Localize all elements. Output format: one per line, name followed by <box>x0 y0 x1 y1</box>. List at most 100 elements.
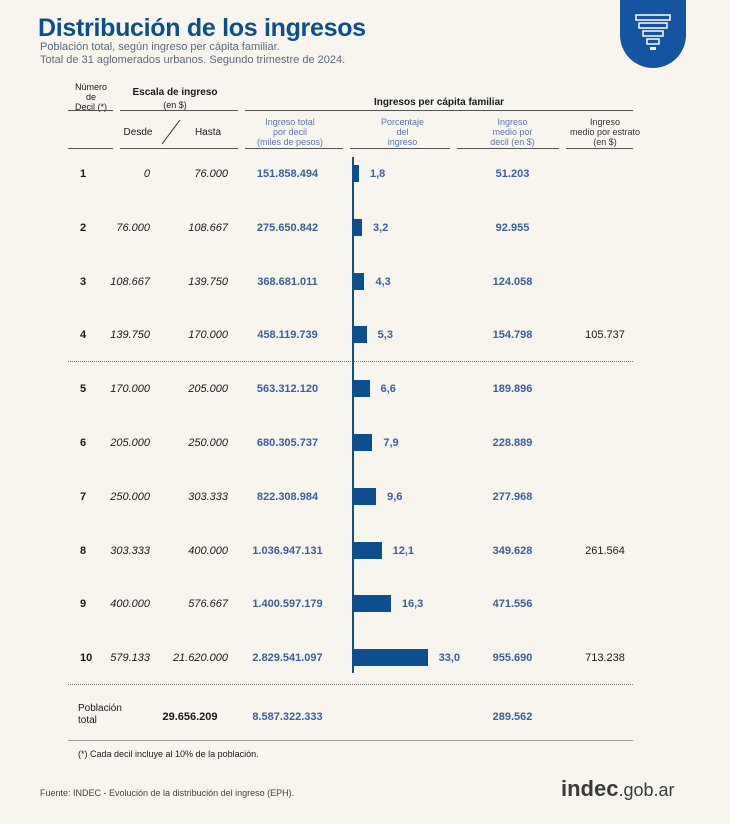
brand-main: indec <box>561 776 619 801</box>
pct-bar <box>353 488 377 505</box>
header-estrato-line2: medio por estrato <box>569 127 641 137</box>
row-decil: 3 <box>80 276 87 288</box>
row-ingreso-total: 680.305.737 <box>256 437 319 449</box>
row-desde: 303.333 <box>110 545 150 557</box>
header-decil-line1: Número <box>74 82 107 92</box>
header-pct-line3: ingreso <box>387 137 418 147</box>
subheader-rule-escala <box>120 148 238 149</box>
row-decil: 6 <box>80 437 87 449</box>
header-estrato-line1: Ingreso <box>589 117 621 127</box>
row-hasta: 139.750 <box>188 276 228 288</box>
row-ingreso-total: 1.036.947.131 <box>252 545 323 557</box>
row-ingreso-medio: 228.889 <box>492 437 533 449</box>
row-hasta: 303.333 <box>188 491 228 503</box>
header-total-line3: (miles de pesos) <box>256 137 324 147</box>
pct-bar <box>353 434 373 451</box>
row-pct-label: 5,3 <box>377 329 393 341</box>
header-medio-line2: medio por <box>492 127 533 137</box>
row-ingreso-total: 2.829.541.097 <box>252 652 323 664</box>
row-decil: 2 <box>80 222 87 234</box>
row-ingreso-total: 275.650.842 <box>256 222 319 234</box>
header-total-line2: por decil <box>272 127 308 137</box>
row-pct-label: 7,9 <box>383 437 399 449</box>
row-hasta: 250.000 <box>188 437 228 449</box>
header-pct-line1: Porcentaje <box>380 117 425 127</box>
page-title: Distribución de los ingresos <box>38 14 366 42</box>
row-ingreso-total: 822.308.984 <box>256 491 319 503</box>
row-ingreso-medio: 124.058 <box>492 276 533 288</box>
header-ingresos-group: Ingresos per cápita familiar <box>373 97 505 108</box>
header-decil: Número de Decil (*) <box>68 82 114 112</box>
subheader-rule-decil <box>68 148 113 149</box>
row-ingreso-estrato: 105.737 <box>585 329 625 341</box>
header-desde: Desde <box>123 127 153 138</box>
row-hasta: 576.667 <box>188 598 228 610</box>
row-ingreso-medio: 189.896 <box>492 383 533 395</box>
bar-axis-line <box>352 157 354 673</box>
header-rule-ingresos <box>245 110 633 111</box>
row-desde: 139.750 <box>110 329 150 341</box>
row-hasta: 21.620.000 <box>172 652 228 664</box>
row-hasta: 205.000 <box>188 383 228 395</box>
row-decil: 1 <box>80 168 87 180</box>
row-desde: 76.000 <box>116 222 150 234</box>
header-hasta: Hasta <box>194 127 222 138</box>
header-porcentaje: Porcentaje del ingreso <box>355 117 450 147</box>
stratum-separator <box>68 361 633 362</box>
row-pct-label: 1,8 <box>369 168 386 180</box>
header-estrato-line3: (en $) <box>593 137 617 147</box>
row-desde: 579.133 <box>110 652 150 664</box>
row-ingreso-medio: 51.203 <box>495 168 530 180</box>
totals-label: Población total <box>78 703 122 727</box>
totals-poblacion: 29.656.209 <box>162 711 218 723</box>
row-ingreso-total: 368.681.011 <box>257 276 318 288</box>
indec-logo: indec.gob.ar <box>561 776 675 802</box>
row-pct-label: 16,3 <box>401 598 424 610</box>
header-medio: Ingreso medio por decil (en $) <box>465 117 560 147</box>
row-pct-label: 4,3 <box>375 276 391 288</box>
source-note: Fuente: INDEC - Evolución de la distribu… <box>40 788 295 798</box>
header-escala: Escala de ingreso <box>132 87 218 98</box>
row-hasta: 108.667 <box>188 222 228 234</box>
row-ingreso-medio: 955.690 <box>492 652 533 664</box>
header-pct-line2: del <box>396 127 409 137</box>
row-hasta: 76.000 <box>194 168 228 180</box>
pct-bar <box>353 165 359 182</box>
subheader-rule-medio <box>457 148 559 149</box>
row-ingreso-medio: 277.968 <box>492 491 533 503</box>
row-decil: 4 <box>80 329 87 341</box>
footnote: (*) Cada decil incluye al 10% de la pobl… <box>78 749 259 759</box>
row-ingreso-total: 1.400.597.179 <box>252 598 323 610</box>
pct-bar <box>353 649 428 666</box>
header-rule-decil <box>68 110 113 111</box>
row-hasta: 400.000 <box>188 545 228 557</box>
row-ingreso-medio: 349.628 <box>492 545 533 557</box>
funnel-badge <box>620 0 686 68</box>
row-ingreso-total: 458.119.739 <box>257 329 318 341</box>
row-ingreso-medio: 92.955 <box>495 222 530 234</box>
header-rule-escala <box>120 110 238 111</box>
totals-separator <box>68 684 633 685</box>
row-desde: 0 <box>143 168 150 180</box>
subheader-rule-estrato <box>566 148 633 149</box>
row-ingreso-total: 151.858.494 <box>256 168 319 180</box>
row-desde: 170.000 <box>110 383 150 395</box>
pct-bar <box>353 273 365 290</box>
subtitle-population: Población total, según ingreso per cápit… <box>40 41 280 53</box>
brand-suffix: .gob.ar <box>618 780 675 800</box>
totals-ingreso-medio: 289.562 <box>492 711 533 723</box>
pct-bar <box>353 380 370 397</box>
row-hasta: 170.000 <box>188 329 228 341</box>
row-desde: 205.000 <box>110 437 150 449</box>
pct-bar <box>353 595 391 612</box>
row-pct-label: 3,2 <box>373 222 389 234</box>
header-decil-line3: Decil (*) <box>74 102 107 112</box>
row-ingreso-medio: 471.556 <box>492 598 533 610</box>
totals-ingreso-total: 8.587.322.333 <box>252 711 323 723</box>
totals-label-line2: total <box>78 715 97 726</box>
row-pct-label: 33,0 <box>438 652 461 664</box>
subheader-rule-pct <box>350 148 450 149</box>
pct-bar <box>353 219 363 236</box>
row-decil: 9 <box>80 598 87 610</box>
header-total-line1: Ingreso total <box>265 117 315 127</box>
